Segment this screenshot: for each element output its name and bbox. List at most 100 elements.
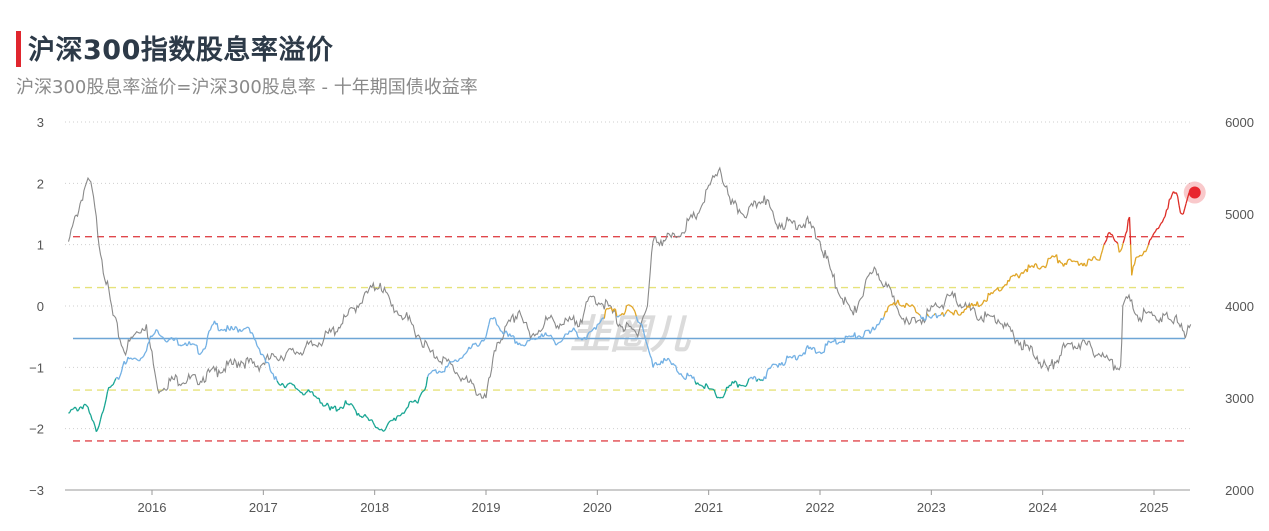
premium-segment bbox=[1100, 249, 1104, 255]
premium-segment bbox=[561, 336, 565, 341]
premium-segment bbox=[463, 353, 466, 356]
premium-segment bbox=[672, 362, 675, 366]
premium-segment bbox=[577, 336, 580, 339]
premium-segment bbox=[912, 305, 916, 308]
premium-segment bbox=[1152, 232, 1155, 237]
premium-segment bbox=[601, 317, 604, 320]
premium-segment bbox=[753, 375, 756, 378]
premium-segment bbox=[1154, 228, 1158, 232]
premium-segment bbox=[1186, 192, 1190, 199]
premium-segment bbox=[1118, 250, 1122, 253]
premium-segment bbox=[1104, 239, 1108, 243]
premium-segment bbox=[304, 392, 307, 396]
premium-segment bbox=[166, 339, 170, 343]
premium-segment bbox=[614, 309, 618, 317]
premium-segment bbox=[176, 339, 180, 346]
premium-segment bbox=[156, 330, 160, 335]
premium-segment bbox=[285, 383, 289, 387]
premium-segment bbox=[978, 305, 981, 308]
premium-segment bbox=[403, 410, 406, 414]
premium-segment bbox=[518, 342, 522, 346]
premium-segment bbox=[461, 354, 465, 359]
premium-segment bbox=[192, 343, 195, 346]
premium-segment bbox=[86, 405, 89, 408]
premium-segment bbox=[547, 334, 550, 337]
x-tick-label: 2017 bbox=[249, 500, 278, 515]
premium-segment bbox=[650, 358, 654, 368]
premium-segment bbox=[386, 422, 390, 426]
premium-segment bbox=[899, 304, 902, 307]
premium-segment bbox=[642, 329, 646, 337]
premium-segment bbox=[321, 402, 324, 407]
premium-segment bbox=[967, 305, 970, 308]
premium-segment bbox=[612, 308, 615, 312]
premium-segment bbox=[175, 337, 178, 340]
premium-segment bbox=[1123, 233, 1127, 240]
premium-segment bbox=[469, 346, 473, 350]
premium-segment bbox=[883, 311, 887, 317]
premium-segment bbox=[281, 382, 285, 386]
premium-segment bbox=[957, 313, 960, 316]
x-tick-label: 2020 bbox=[583, 500, 612, 515]
premium-segment bbox=[158, 333, 161, 337]
premium-segment bbox=[494, 318, 498, 325]
premium-segment bbox=[464, 352, 467, 355]
premium-segment bbox=[276, 380, 279, 384]
x-tick-label: 2019 bbox=[472, 500, 501, 515]
premium-segment bbox=[197, 353, 200, 356]
premium-segment bbox=[250, 331, 253, 334]
title-accent-bar bbox=[16, 31, 21, 67]
premium-segment bbox=[856, 335, 860, 338]
premium-segment bbox=[1069, 259, 1073, 263]
premium-segment bbox=[637, 321, 640, 324]
premium-segment bbox=[420, 391, 423, 396]
premium-segment bbox=[980, 302, 984, 306]
premium-segment bbox=[262, 354, 266, 359]
premium-segment bbox=[1150, 235, 1154, 239]
premium-segment bbox=[1120, 248, 1123, 252]
premium-segment bbox=[542, 335, 545, 338]
premium-segment bbox=[815, 352, 818, 354]
premium-segment bbox=[599, 319, 603, 323]
premium-segment bbox=[999, 289, 1002, 292]
premium-segment bbox=[94, 425, 97, 432]
premium-segment bbox=[476, 344, 479, 348]
premium-segment bbox=[247, 326, 250, 329]
premium-segment bbox=[962, 308, 966, 314]
premium-segment bbox=[334, 405, 338, 412]
premium-segment bbox=[983, 299, 987, 302]
premium-segment bbox=[235, 325, 238, 329]
premium-segment bbox=[760, 379, 763, 382]
premium-segment bbox=[220, 328, 223, 331]
premium-segment bbox=[588, 331, 591, 333]
premium-segment bbox=[1076, 260, 1080, 266]
premium-segment bbox=[254, 340, 258, 346]
premium-segment bbox=[361, 415, 364, 419]
premium-segment bbox=[97, 425, 100, 430]
premium-segment bbox=[1067, 258, 1070, 261]
premium-segment bbox=[926, 313, 930, 317]
premium-segment bbox=[1145, 248, 1148, 253]
premium-segment bbox=[275, 376, 278, 382]
premium-segment bbox=[1117, 243, 1120, 253]
premium-segment bbox=[587, 332, 590, 336]
premium-segment bbox=[905, 302, 909, 305]
premium-segment bbox=[591, 328, 594, 332]
premium-segment bbox=[305, 391, 308, 394]
premium-segment bbox=[268, 363, 271, 371]
y-left-tick-label: −3 bbox=[29, 483, 44, 498]
premium-segment bbox=[1153, 231, 1156, 234]
premium-segment bbox=[409, 400, 412, 403]
premium-segment bbox=[513, 335, 516, 344]
premium-segment bbox=[1103, 241, 1106, 245]
premium-segment bbox=[1183, 203, 1187, 210]
premium-segment bbox=[932, 314, 935, 317]
watermark: 韭圈儿 bbox=[570, 312, 692, 358]
premium-segment bbox=[138, 357, 142, 362]
premium-segment bbox=[432, 369, 435, 372]
premium-segment bbox=[1114, 240, 1117, 243]
premium-segment bbox=[845, 335, 848, 338]
premium-segment bbox=[775, 363, 778, 366]
premium-segment bbox=[877, 322, 881, 326]
premium-segment bbox=[426, 373, 430, 378]
